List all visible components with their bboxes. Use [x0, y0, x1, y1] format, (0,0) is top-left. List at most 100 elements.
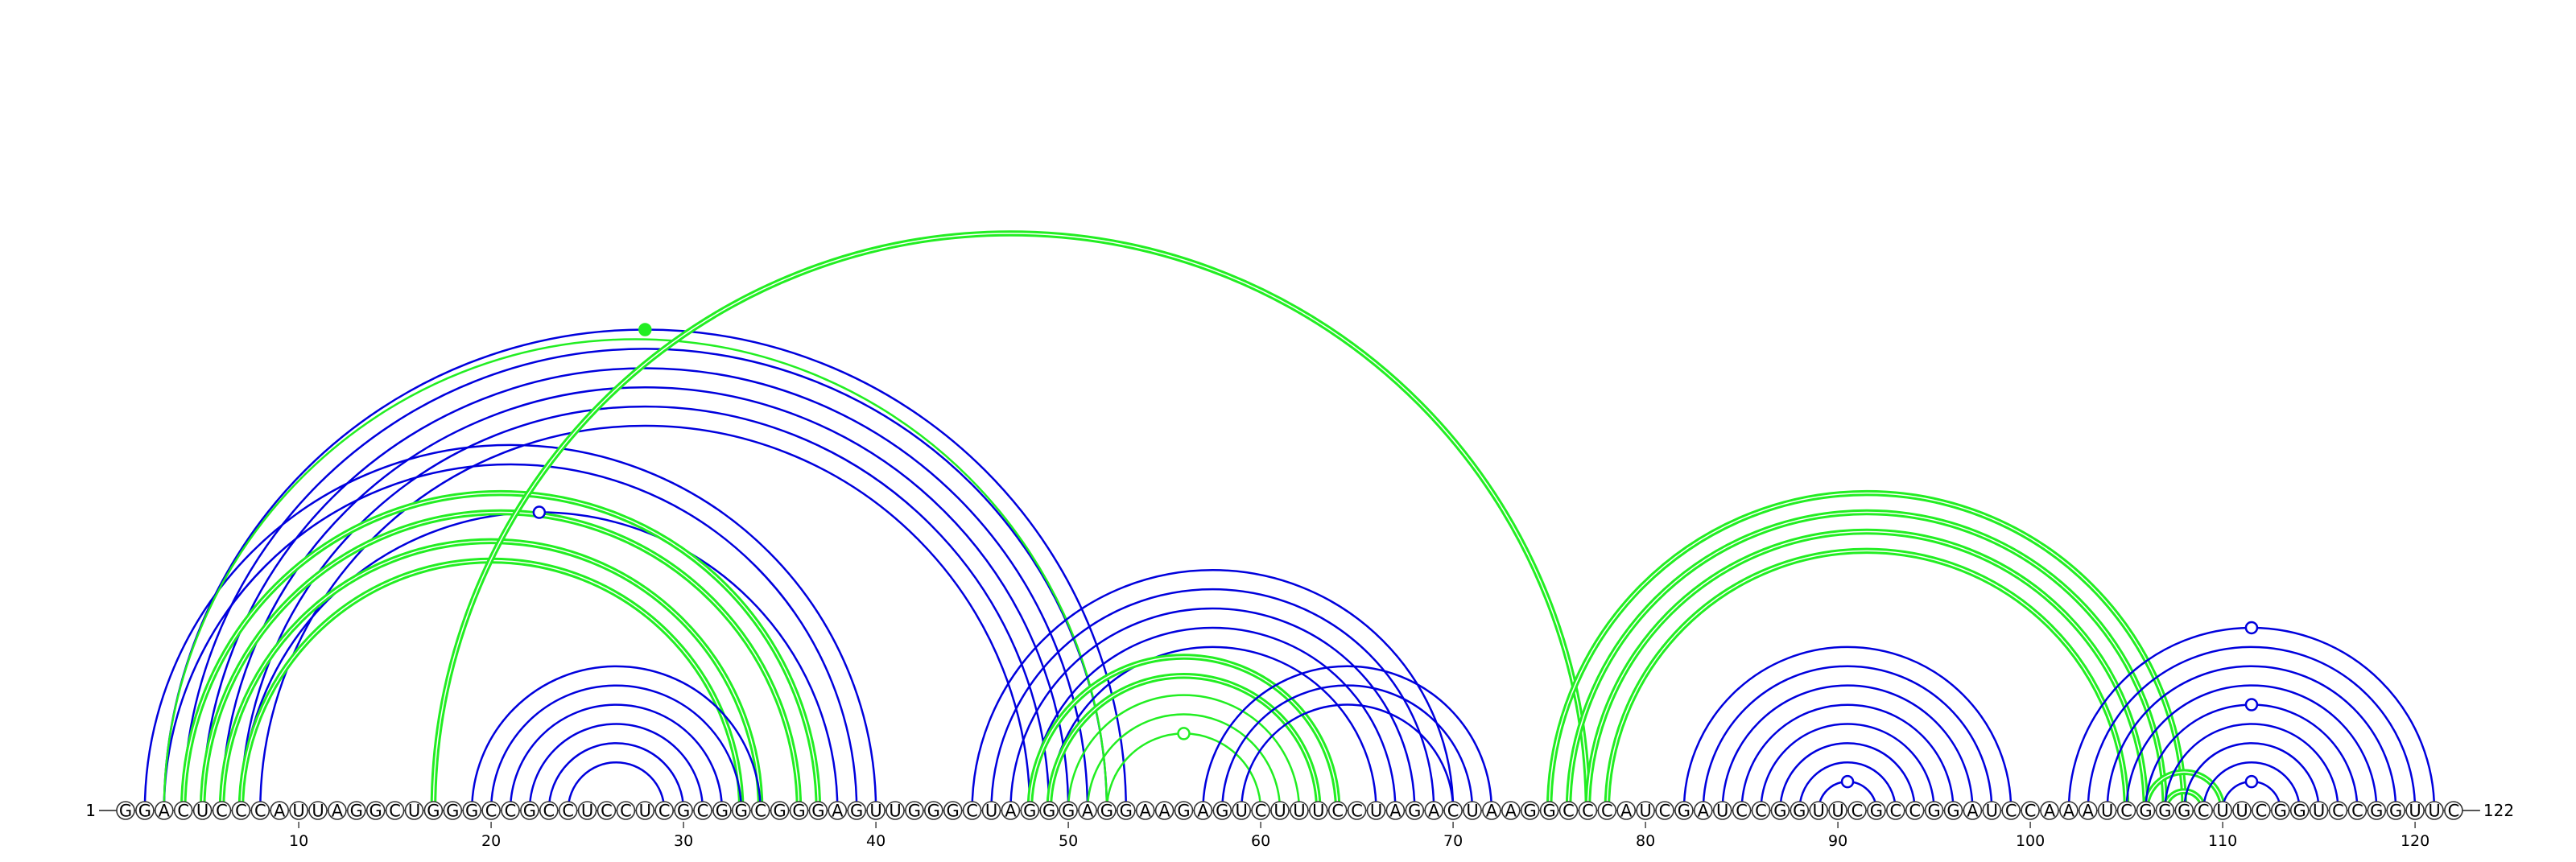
nucleotide-circle-108 [2174, 801, 2194, 820]
tick-label-60: 60 [1251, 832, 1270, 850]
nucleotide-circle-46 [981, 801, 1001, 820]
nucleotide-circle-2 [135, 801, 155, 820]
arc-blue-82-99 [1682, 645, 2013, 811]
nucleotide-circle-15 [385, 801, 405, 820]
nucleotide-letter-92: G [1870, 802, 1883, 821]
nucleotide-letter-42: G [908, 802, 921, 821]
arc-green-7-33 [237, 557, 745, 811]
nucleotide-letter-108: G [2178, 802, 2190, 821]
nucleotide-letter-11: U [312, 802, 324, 821]
nucleotide-circle-9 [270, 801, 290, 820]
nucleotide-letter-114: G [2293, 802, 2306, 821]
arc-marker-89-92 [1840, 774, 1855, 789]
nucleotide-circle-27 [616, 801, 636, 820]
nucleotide-circle-96 [1943, 801, 1963, 820]
nucleotide-circle-39 [847, 801, 866, 820]
nucleotide-circle-107 [2155, 801, 2175, 820]
nucleotide-letter-66: U [1370, 802, 1382, 821]
nucleotide-circle-74 [1520, 801, 1540, 820]
arc-green-77-106 [1584, 528, 2149, 811]
nucleotide-circle-101 [2040, 801, 2059, 820]
tick-label-10: 10 [289, 832, 308, 850]
arc-blue-87-94 [1779, 742, 1916, 811]
nucleotide-circle-10 [289, 801, 308, 820]
nucleotide-letter-7: C [235, 802, 247, 821]
nucleotide-circle-41 [886, 801, 905, 820]
nucleotide-letter-33: G [735, 802, 748, 821]
nucleotide-circle-13 [346, 801, 366, 820]
nucleotide-circle-109 [2194, 801, 2213, 820]
nucleotide-circle-1 [116, 801, 135, 820]
nucleotide-circle-30 [674, 801, 693, 820]
nucleotide-letter-115: U [2313, 802, 2325, 821]
nucleotide-letter-62: U [1293, 802, 1305, 821]
nucleotide-circle-33 [731, 801, 751, 820]
nucleotide-letter-26: C [601, 802, 613, 821]
nucleotide-letter-70: C [1447, 802, 1459, 821]
nucleotide-letter-58: G [1216, 802, 1228, 821]
nucleotide-letter-121: U [2428, 802, 2440, 821]
nucleotide-letter-100: C [2025, 802, 2037, 821]
nucleotide-letter-37: G [811, 802, 824, 821]
nucleotide-letter-51: A [1082, 802, 1094, 821]
nucleotide-circle-60 [1251, 801, 1270, 820]
arc-blue-7-49 [240, 405, 1051, 811]
nucleotide-circle-37 [808, 801, 828, 820]
nucleotide-letter-80: U [1639, 802, 1651, 821]
nucleotide-letter-35: G [773, 802, 786, 821]
nucleotide-letter-112: C [2256, 802, 2268, 821]
nucleotide-letter-18: G [446, 802, 459, 821]
nucleotide-circle-22 [520, 801, 539, 820]
tick-label-100: 100 [2016, 832, 2045, 850]
arc-blue-3-39 [163, 463, 858, 811]
nucleotide-letter-39: G [850, 802, 863, 821]
arc-blue-88-93 [1798, 761, 1897, 811]
nucleotide-circle-31 [693, 801, 712, 820]
nucleotide-circle-48 [1020, 801, 1040, 820]
nucleotide-letter-99: C [2005, 802, 2017, 821]
nucleotide-circle-87 [1770, 801, 1790, 820]
nucleotide-circle-73 [1501, 801, 1521, 820]
ticks-layer: 10 20 30 40 50 60 70 80 90 100 110 120 [289, 822, 2429, 850]
nucleotide-circle-18 [443, 801, 463, 820]
nucleotide-circle-21 [501, 801, 520, 820]
arc-blue-21-32 [509, 703, 724, 811]
nucleotide-circle-105 [2116, 801, 2136, 820]
nucleotide-circle-97 [1963, 801, 1983, 820]
nucleotide-circle-106 [2136, 801, 2156, 820]
nucleotide-circle-66 [1366, 801, 1386, 820]
nucleotide-letter-110: U [2216, 802, 2228, 821]
arc-blue-48-67 [1029, 626, 1397, 811]
nucleotide-letter-3: A [159, 802, 171, 821]
nucleotide-circle-23 [539, 801, 559, 820]
nucleotide-letter-57: A [1197, 802, 1209, 821]
nucleotide-letter-61: U [1274, 802, 1286, 821]
nucleotide-circle-54 [1135, 801, 1155, 820]
arc-blue-23-30 [547, 742, 685, 811]
arc-green-75-108 [1546, 489, 2188, 811]
nucleotide-letter-40: U [869, 802, 881, 821]
nucleotide-letter-38: A [832, 802, 844, 821]
nucleotide-circle-56 [1174, 801, 1194, 820]
nucleotide-letter-47: A [1005, 802, 1017, 821]
nucleotide-circle-77 [1578, 801, 1598, 820]
nucleotide-circle-63 [1309, 801, 1328, 820]
nucleotide-circle-88 [1790, 801, 1810, 820]
nucleotide-circle-118 [2367, 801, 2387, 820]
nucleotide-letter-22: G [523, 802, 536, 821]
arc-marker-3-53 [638, 323, 652, 336]
nucleotide-circle-115 [2309, 801, 2329, 820]
nucleotide-circle-35 [770, 801, 790, 820]
nucleotide-circle-100 [2021, 801, 2040, 820]
nucleotide-letter-94: C [1909, 802, 1921, 821]
arc-blue-107-116 [2164, 723, 2339, 811]
nucleotide-letter-73: A [1505, 802, 1517, 821]
nucleotide-circle-110 [2213, 801, 2232, 820]
end-index-label: 122 [2483, 801, 2514, 820]
nucleotide-circle-116 [2328, 801, 2348, 820]
nucleotide-circle-68 [1405, 801, 1425, 820]
nucleotide-letter-19: G [465, 802, 478, 821]
nucleotide-circle-42 [905, 801, 924, 820]
